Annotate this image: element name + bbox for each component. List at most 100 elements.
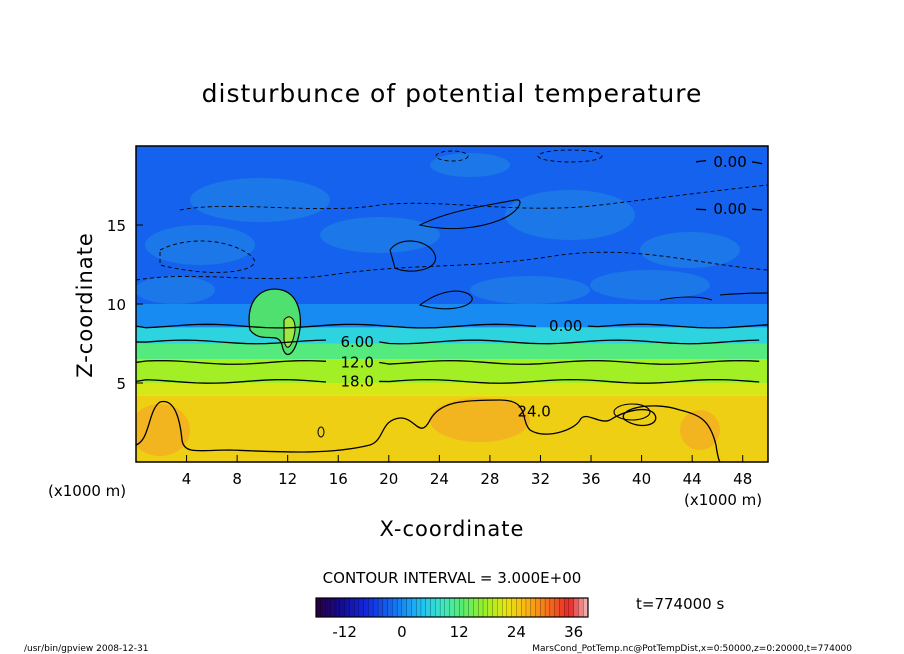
colorbar-swatch-34 (478, 597, 484, 618)
contour-line-4 (136, 360, 760, 365)
contour-line-5 (136, 378, 760, 384)
colorbar-swatch-1 (320, 597, 326, 618)
colorbar-swatch-54 (573, 597, 579, 618)
x-tick-label-1: 8 (232, 470, 242, 488)
contour-lines: 0.00 0.00 0.00 6.00 12.018.0 24.0 (136, 153, 768, 420)
colorbar-swatch-46 (535, 597, 541, 618)
x-tick-label-2: 12 (278, 470, 297, 488)
colorbar-swatch-21 (416, 597, 422, 618)
colorbar-tick-label-4: 36 (564, 623, 583, 641)
colorbar-swatch-18 (401, 597, 408, 618)
colorbar-swatch-37 (492, 597, 498, 618)
x-axis: 4 8 12 16 20 24 28 32 36 40 44 48 (182, 455, 752, 488)
x-tick-label-4: 20 (379, 470, 398, 488)
contour-label-4: 12.0 (340, 353, 373, 371)
solid-blob-contours (389, 199, 768, 310)
colorbar-swatch-17 (396, 597, 403, 618)
x-tick-label-6: 28 (480, 470, 499, 488)
colorbar-swatch-35 (482, 597, 489, 618)
x-axis-label: X-coordinate (380, 517, 525, 541)
y-axis-label: Z-coordinate (73, 232, 97, 378)
colorbar-swatch-14 (382, 597, 389, 618)
y-tick-label-0: 5 (116, 375, 126, 393)
colorbar-swatch-8 (354, 597, 360, 618)
colorbar-swatch-4 (334, 597, 341, 618)
colorbar-swatch-33 (473, 597, 479, 618)
layer-band-4 (136, 359, 768, 383)
colorbar-swatch-45 (530, 597, 536, 618)
colorbar-swatch-32 (468, 597, 474, 618)
colorbar-swatch-41 (511, 597, 517, 618)
contour-interval: CONTOUR INTERVAL = 3.000E+00 (323, 569, 582, 587)
colorbar-swatch-29 (454, 597, 460, 618)
colorbar-swatch-51 (559, 597, 565, 618)
x-tick-label-7: 32 (531, 470, 550, 488)
footer-left: /usr/bin/gpview 2008-12-31 (24, 644, 148, 654)
chart-title: disturbunce of potential temperature (202, 79, 703, 108)
x-tick-label-3: 16 (329, 470, 348, 488)
colorbar-swatch-22 (420, 597, 427, 618)
colorbar-swatch-53 (568, 597, 575, 618)
colorbar-swatch-7 (349, 597, 355, 618)
colorbar-swatch-28 (449, 597, 455, 618)
colorbar-swatch-50 (554, 597, 560, 618)
colorbar-ticks: -12 0 12 24 36 (332, 623, 583, 641)
x-tick-label-8: 36 (581, 470, 600, 488)
dashed-contours (136, 149, 768, 281)
contour-label-3: 6.00 (340, 333, 373, 351)
time-label: t=774000 s (636, 595, 724, 613)
contour-small-loop (317, 426, 325, 438)
colorbar-swatch-42 (516, 597, 522, 618)
colorbar-swatch-24 (430, 597, 436, 618)
colorbar-swatch-20 (411, 597, 417, 618)
layer-band-1 (136, 304, 768, 328)
perturbation-core (283, 316, 296, 348)
footer-right: MarsCond_PotTemp.nc@PotTempDist,x=0:5000… (532, 644, 852, 654)
colorbar-swatch-16 (392, 597, 398, 618)
contour-line-0 (695, 159, 763, 165)
colorbar-swatch-6 (344, 597, 350, 618)
layer-band-3 (136, 343, 768, 360)
colorbar-swatch-3 (330, 597, 336, 618)
contour-24-loop (613, 403, 651, 421)
colorbar-swatch-10 (363, 597, 369, 618)
colorbar-swatch-49 (549, 597, 556, 618)
x-tick-label-10: 44 (683, 470, 702, 488)
contour-line-2 (136, 323, 768, 329)
x-tick-label-0: 4 (182, 470, 192, 488)
y-tick-label-2: 15 (107, 217, 126, 235)
colorbar-swatch-9 (358, 597, 365, 618)
contour-label-6: 24.0 (517, 402, 550, 420)
colorbar-swatch-13 (377, 597, 384, 618)
colorbar-swatch-38 (497, 597, 503, 618)
colorbar-swatch-44 (525, 597, 532, 618)
colorbar-swatch-30 (459, 597, 465, 618)
y-tick-label-1: 10 (107, 296, 126, 314)
colorbar-swatch-26 (439, 597, 446, 618)
contour-label-2: 0.00 (549, 317, 582, 335)
colorbar-swatch-2 (325, 597, 331, 618)
colorbar-swatch-36 (487, 597, 493, 618)
colorbar (315, 597, 589, 618)
contour-line-1 (695, 208, 763, 211)
contour-24 (136, 399, 721, 462)
colorbar-swatch-40 (506, 597, 513, 618)
colorbar-swatch-43 (521, 597, 527, 618)
x-axis-unit-left: (x1000 m) (48, 482, 126, 500)
colorbar-swatch-23 (425, 597, 431, 618)
y-axis: 5 10 15 (107, 217, 143, 393)
colorbar-swatch-39 (501, 597, 508, 618)
colorbar-tick-label-3: 24 (507, 623, 526, 641)
colorbar-swatch-27 (444, 597, 451, 618)
colorbar-swatch-15 (387, 597, 393, 618)
colorbar-tick-label-0: -12 (332, 623, 357, 641)
colorbar-swatch-0 (315, 597, 322, 618)
colorbar-tick-label-2: 12 (450, 623, 469, 641)
colorbar-swatch-47 (540, 597, 546, 618)
colorbar-swatch-55 (578, 597, 584, 618)
contour-label-5: 18.0 (340, 372, 373, 390)
x-tick-label-5: 24 (430, 470, 449, 488)
colorbar-swatch-12 (373, 597, 379, 618)
x-axis-unit-right: (x1000 m) (684, 491, 762, 509)
